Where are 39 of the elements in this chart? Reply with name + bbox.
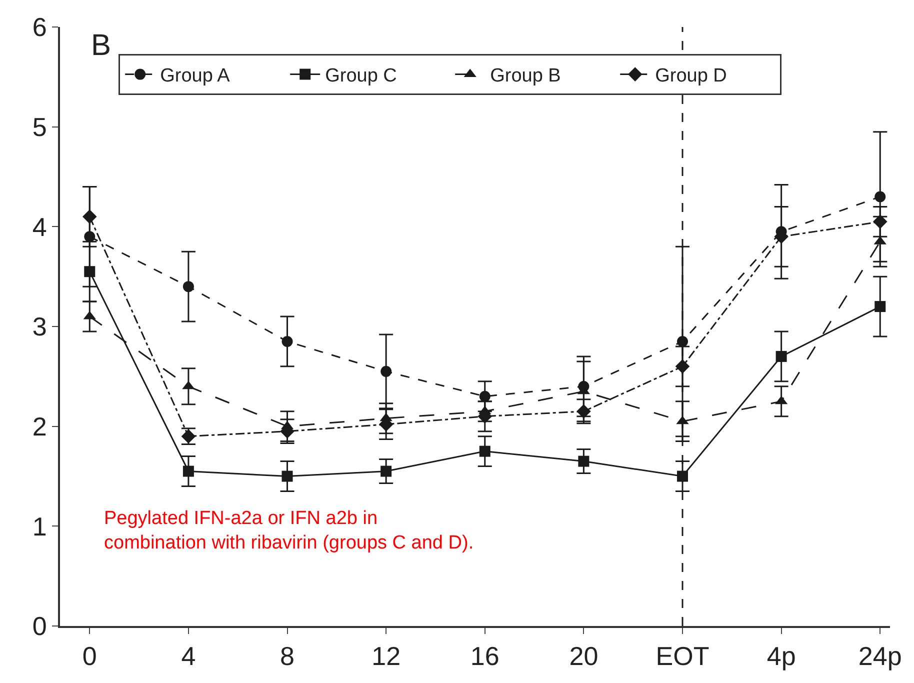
point (82, 210, 97, 224)
annotation: B (91, 29, 112, 62)
point (874, 191, 886, 202)
point (479, 390, 490, 402)
y-tick-label: 1 (32, 511, 47, 542)
y-tick-label: 4 (32, 212, 47, 242)
annotation: Pegylated IFN-a2a or IFN a2b in combination with ribavirin (groups C and D). (104, 508, 474, 554)
point (874, 301, 886, 312)
y-tick-label: 6 (32, 12, 47, 42)
point (182, 281, 194, 292)
y-tick-label: 3 (32, 312, 47, 342)
point (578, 456, 590, 467)
legend-label: Group C (325, 66, 397, 87)
point (576, 404, 591, 419)
point (380, 466, 392, 477)
x-tick-label: 4 (181, 641, 196, 672)
point (282, 470, 293, 482)
point (675, 359, 690, 374)
x-tick-label: EOT (656, 641, 710, 672)
point (182, 466, 194, 477)
point (282, 336, 293, 347)
point (380, 366, 392, 377)
x-tick-label: 20 (569, 641, 598, 672)
x-tick-label: 8 (280, 641, 294, 672)
x-tick-label: 4p (766, 641, 796, 672)
point (776, 350, 787, 362)
point (84, 266, 96, 278)
legend-label: Group B (490, 66, 561, 87)
y-tick-label: 0 (32, 611, 47, 642)
legend-label: Group D (655, 66, 727, 87)
legend-label: Group A (160, 66, 230, 87)
x-tick-label: 16 (470, 641, 500, 672)
x-tick-label: 12 (372, 641, 401, 672)
y-tick-label: 2 (32, 411, 47, 442)
x-tick-label: 24p (858, 641, 902, 672)
point (479, 446, 490, 457)
point (872, 214, 888, 229)
y-tick-label: 5 (32, 112, 47, 142)
x-tick-label: 0 (82, 641, 97, 672)
